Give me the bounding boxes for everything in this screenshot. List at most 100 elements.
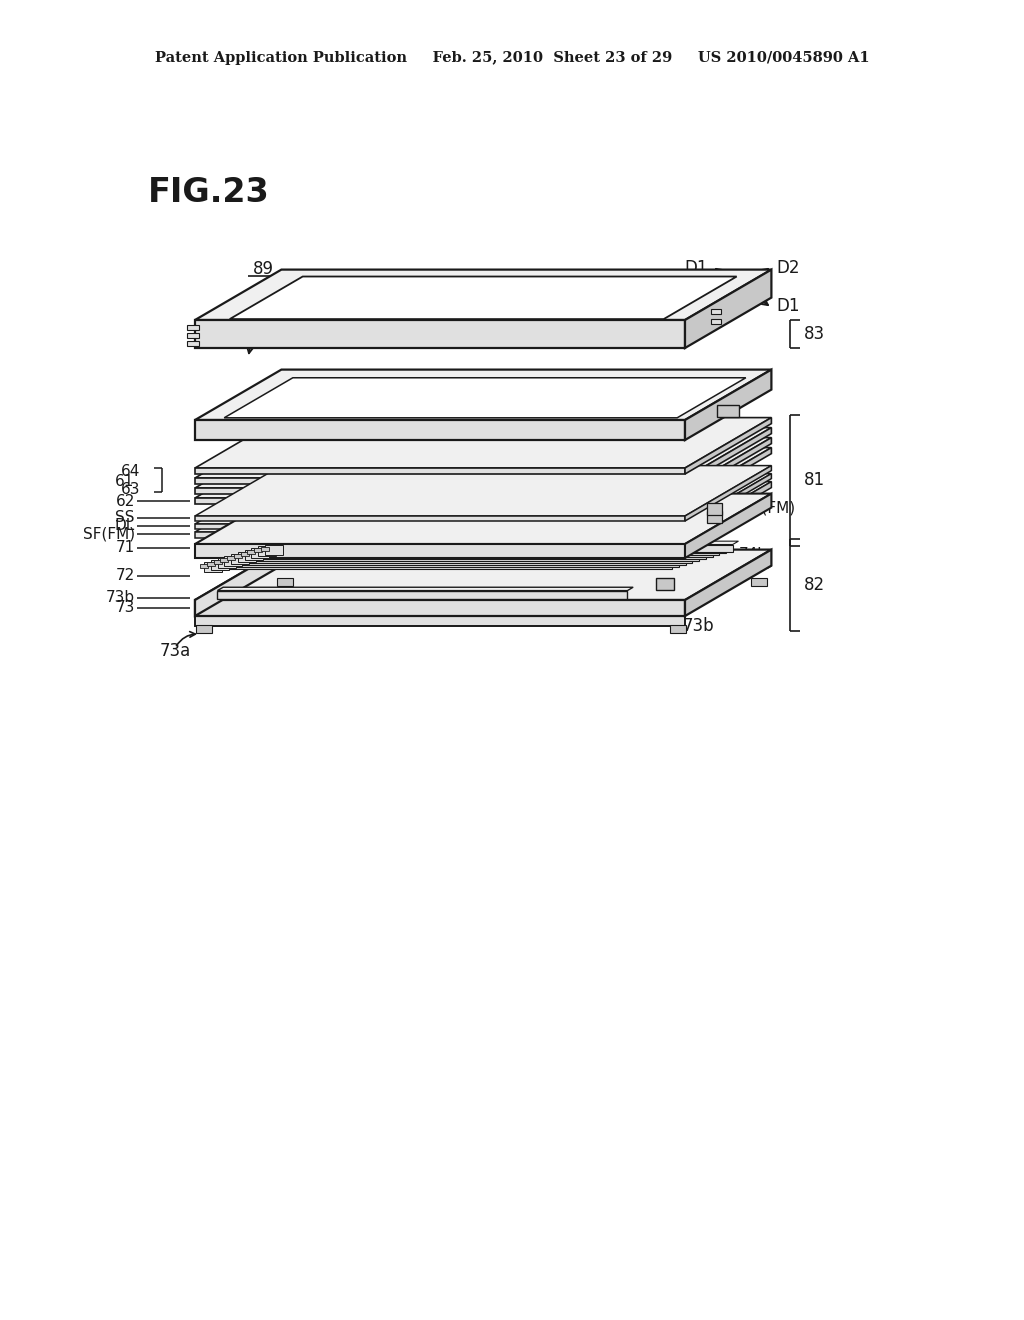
Polygon shape (197, 626, 212, 634)
Polygon shape (218, 558, 236, 568)
Polygon shape (264, 545, 283, 554)
Polygon shape (187, 341, 199, 346)
Polygon shape (217, 587, 633, 590)
Polygon shape (195, 420, 685, 440)
Polygon shape (262, 550, 713, 557)
Polygon shape (269, 545, 725, 548)
Polygon shape (685, 269, 771, 348)
Polygon shape (685, 474, 771, 529)
Polygon shape (195, 498, 685, 504)
Polygon shape (224, 378, 745, 418)
Polygon shape (245, 550, 262, 560)
Text: SF(FM): SF(FM) (742, 500, 795, 516)
Polygon shape (241, 552, 249, 556)
Polygon shape (195, 488, 685, 494)
Polygon shape (229, 276, 736, 319)
Polygon shape (243, 553, 698, 556)
Text: D2: D2 (684, 297, 708, 315)
Polygon shape (249, 550, 705, 554)
Polygon shape (227, 556, 236, 560)
Polygon shape (283, 541, 738, 545)
Polygon shape (195, 438, 771, 488)
Polygon shape (217, 590, 628, 598)
Text: 64: 64 (121, 465, 140, 479)
Polygon shape (195, 532, 685, 539)
Polygon shape (187, 325, 199, 330)
Polygon shape (236, 554, 691, 558)
Polygon shape (236, 558, 686, 565)
Text: FIG.23: FIG.23 (148, 176, 269, 209)
Text: 74a: 74a (697, 572, 726, 587)
Polygon shape (195, 482, 771, 532)
Polygon shape (229, 560, 679, 566)
Polygon shape (249, 554, 699, 561)
Text: 63: 63 (121, 483, 140, 498)
Polygon shape (207, 562, 215, 566)
Text: D2: D2 (776, 259, 800, 277)
Polygon shape (195, 474, 771, 524)
Polygon shape (195, 494, 771, 544)
Text: 82: 82 (804, 576, 825, 594)
Text: 83: 83 (804, 325, 825, 343)
Polygon shape (656, 578, 674, 590)
Polygon shape (269, 548, 719, 556)
Polygon shape (707, 503, 722, 515)
Polygon shape (685, 549, 771, 616)
Polygon shape (256, 552, 706, 560)
Polygon shape (195, 447, 771, 498)
Polygon shape (238, 552, 256, 562)
Text: 72: 72 (116, 569, 135, 583)
Polygon shape (685, 417, 771, 474)
Polygon shape (195, 269, 771, 319)
Polygon shape (254, 548, 262, 553)
Polygon shape (671, 626, 686, 634)
Polygon shape (751, 578, 767, 586)
Polygon shape (685, 438, 771, 494)
Polygon shape (278, 578, 293, 586)
Polygon shape (187, 333, 199, 338)
Polygon shape (195, 549, 282, 616)
Polygon shape (222, 562, 672, 569)
Polygon shape (195, 516, 685, 521)
Polygon shape (258, 546, 275, 557)
Polygon shape (685, 494, 771, 558)
Polygon shape (222, 558, 678, 562)
Polygon shape (233, 554, 242, 558)
Polygon shape (231, 554, 249, 564)
Text: DL: DL (115, 519, 135, 533)
Polygon shape (711, 309, 721, 314)
Text: 71: 71 (116, 540, 135, 556)
Polygon shape (204, 562, 222, 572)
Text: Patent Application Publication     Feb. 25, 2010  Sheet 23 of 29     US 2010/004: Patent Application Publication Feb. 25, … (155, 51, 869, 65)
Polygon shape (195, 524, 685, 529)
Polygon shape (256, 549, 712, 552)
Text: D1: D1 (776, 297, 800, 315)
Text: SS: SS (116, 511, 135, 525)
Polygon shape (261, 546, 268, 550)
Polygon shape (251, 548, 269, 558)
Text: 89: 89 (253, 260, 273, 279)
Polygon shape (201, 564, 208, 568)
Polygon shape (262, 546, 718, 550)
Polygon shape (278, 565, 771, 568)
Text: 73a: 73a (160, 642, 190, 660)
Polygon shape (195, 417, 771, 469)
Polygon shape (220, 558, 228, 562)
Text: SF(FM): SF(FM) (83, 527, 135, 541)
Polygon shape (195, 319, 685, 348)
Polygon shape (707, 519, 722, 532)
Polygon shape (275, 546, 726, 553)
Polygon shape (711, 319, 721, 323)
Polygon shape (685, 447, 771, 504)
Polygon shape (717, 405, 739, 417)
Polygon shape (224, 556, 243, 566)
Polygon shape (195, 428, 771, 478)
Polygon shape (275, 543, 732, 546)
Polygon shape (195, 601, 685, 616)
Polygon shape (243, 556, 692, 564)
Polygon shape (195, 478, 685, 484)
Text: 73b: 73b (682, 616, 714, 635)
Polygon shape (195, 549, 771, 601)
Polygon shape (195, 370, 771, 420)
Polygon shape (292, 544, 708, 548)
